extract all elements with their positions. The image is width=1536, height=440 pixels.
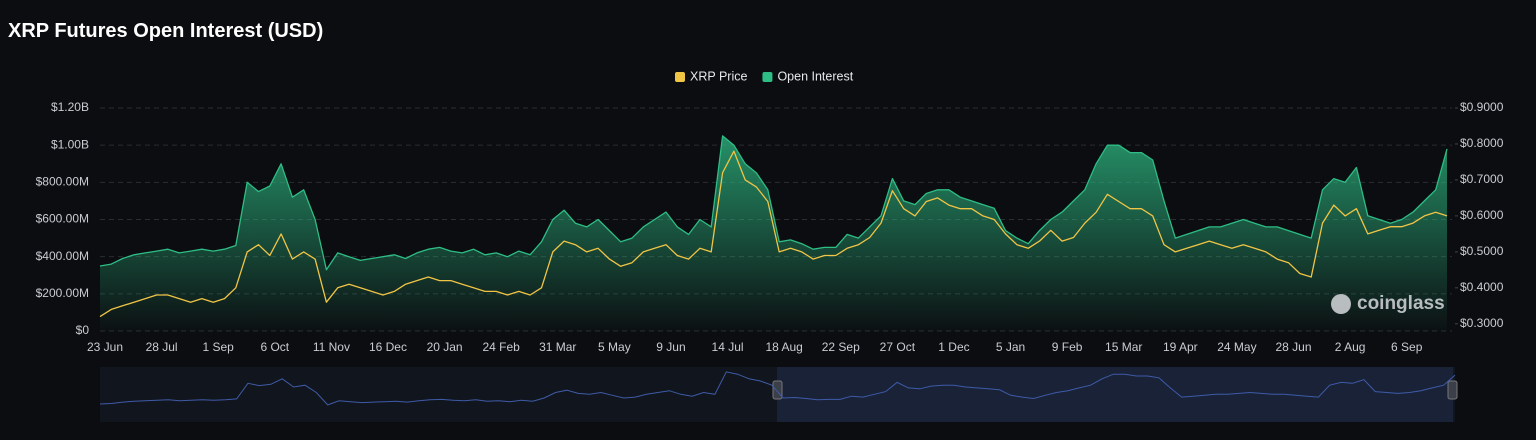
y2-tick-label: $0.5000 xyxy=(1460,244,1504,258)
x-tick-label: 24 May xyxy=(1217,340,1256,354)
x-tick-label: 15 Mar xyxy=(1105,340,1142,354)
series-area xyxy=(100,135,1447,331)
x-tick-label: 5 May xyxy=(598,340,631,354)
y2-tick-label: $0.3000 xyxy=(1460,316,1504,330)
x-tick-label: 9 Feb xyxy=(1052,340,1083,354)
y2-tick-label: $0.6000 xyxy=(1460,208,1504,222)
legend-label: Open Interest xyxy=(777,69,853,83)
x-tick-label: 14 Jul xyxy=(712,340,744,354)
x-tick-label: 6 Oct xyxy=(260,340,289,354)
legend-label: XRP Price xyxy=(690,69,747,83)
x-tick-label: 18 Aug xyxy=(765,340,802,354)
x-tick-label: 5 Jan xyxy=(996,340,1025,354)
legend-swatch xyxy=(675,72,685,82)
y2-tick-label: $0.4000 xyxy=(1460,280,1504,294)
x-tick-label: 16 Dec xyxy=(369,340,407,354)
watermark-icon xyxy=(1331,294,1351,314)
x-tick-label: 28 Jun xyxy=(1276,340,1312,354)
series-line xyxy=(99,150,1448,318)
y2-tick-label: $0.7000 xyxy=(1460,172,1504,186)
chart-title: XRP Futures Open Interest (USD) xyxy=(8,20,323,42)
navigator-line xyxy=(99,371,1456,406)
y2-tick-label: $0.9000 xyxy=(1460,100,1504,114)
x-tick-label: 20 Jan xyxy=(427,340,463,354)
navigator-handle[interactable] xyxy=(1447,380,1458,400)
legend-swatch xyxy=(762,72,773,82)
x-tick-label: 1 Sep xyxy=(203,340,235,354)
y-tick-label: $600.00M xyxy=(36,212,89,226)
x-tick-label: 24 Feb xyxy=(482,340,520,354)
x-tick-label: 31 Mar xyxy=(539,340,576,354)
x-tick-label: 6 Sep xyxy=(1391,340,1423,354)
y-tick-label: $1.20B xyxy=(51,100,89,114)
x-tick-label: 27 Oct xyxy=(880,340,916,354)
x-tick-label: 2 Aug xyxy=(1335,340,1366,354)
series-line xyxy=(99,135,1448,271)
x-tick-label: 23 Jun xyxy=(87,340,123,354)
x-tick-label: 22 Sep xyxy=(822,340,860,354)
x-tick-label: 9 Jun xyxy=(656,340,685,354)
navigator-selection[interactable] xyxy=(777,367,1453,422)
x-tick-label: 19 Apr xyxy=(1163,340,1198,354)
y-tick-label: $1.00B xyxy=(51,137,89,151)
y-tick-label: $200.00M xyxy=(36,286,89,300)
y-tick-label: $0 xyxy=(76,323,90,337)
navigator-handle[interactable] xyxy=(772,380,783,400)
y2-tick-label: $0.8000 xyxy=(1460,136,1504,150)
x-tick-label: 28 Jul xyxy=(146,340,178,354)
watermark: coinglass xyxy=(1357,293,1445,314)
x-tick-label: 11 Nov xyxy=(313,340,350,354)
y-tick-label: $800.00M xyxy=(36,175,89,189)
x-tick-label: 1 Dec xyxy=(938,340,969,354)
y-tick-label: $400.00M xyxy=(36,249,89,263)
